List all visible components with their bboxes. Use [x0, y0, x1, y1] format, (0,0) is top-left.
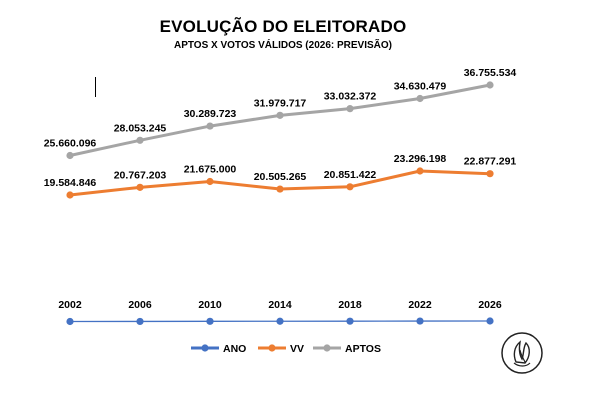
- year-label-2026: 2026: [478, 299, 502, 311]
- legend-marker-vv: [268, 344, 276, 352]
- data-labels: 19.584.846 20.767.203 21.675.000 20.505.265…: [44, 67, 517, 189]
- chart-title: EVOLUÇÃO DO ELEITORADO: [159, 17, 407, 36]
- point-aptos-2006: [136, 136, 144, 144]
- text-cursor: [95, 77, 96, 97]
- data-label-vv-2010: 21.675.000: [184, 163, 237, 175]
- legend-label-ano: ANO: [223, 343, 246, 355]
- legend-marker-ano: [201, 344, 209, 352]
- year-label-2018: 2018: [338, 299, 362, 311]
- point-aptos-2002: [66, 151, 74, 160]
- year-label-2022: 2022: [408, 299, 432, 311]
- data-label-aptos-2002: 25.660.096: [44, 138, 97, 150]
- point-vv-2018: [346, 183, 354, 191]
- point-ano-2002: [66, 317, 74, 326]
- series-line-aptos: [69, 83, 491, 157]
- year-labels: 2002 2006 2010 2014 2018 2022 2026: [58, 299, 502, 311]
- data-label-vv-2006: 20.767.203: [114, 169, 167, 181]
- point-vv-2022: [416, 167, 424, 175]
- data-label-vv-2022: 23.296.198: [394, 153, 447, 165]
- point-aptos-2022: [416, 94, 424, 103]
- series-lines: [69, 83, 491, 323]
- series-points: [66, 81, 494, 326]
- year-label-2002: 2002: [58, 299, 82, 311]
- data-label-vv-2014: 20.505.265: [254, 171, 307, 183]
- data-label-vv-2018: 20.851.422: [324, 169, 377, 181]
- point-vv-2006: [136, 183, 144, 191]
- point-aptos-2010: [206, 122, 214, 130]
- point-vv-2026: [486, 170, 494, 178]
- point-ano-2006: [136, 317, 144, 326]
- year-label-2014: 2014: [268, 299, 292, 311]
- data-label-aptos-2022: 34.630.479: [394, 81, 447, 93]
- data-label-aptos-2010: 30.289.723: [184, 108, 237, 120]
- point-ano-2014: [276, 317, 284, 325]
- data-label-aptos-2026: 36.755.534: [464, 67, 517, 79]
- data-label-aptos-2014: 31.979.717: [254, 97, 307, 109]
- point-ano-2010: [206, 317, 214, 325]
- legend-marker-aptos: [323, 344, 331, 352]
- year-label-2010: 2010: [198, 299, 222, 311]
- point-aptos-2026: [486, 81, 494, 89]
- data-label-aptos-2006: 28.053.245: [114, 122, 167, 134]
- legend-label-vv: VV: [290, 343, 304, 355]
- legend: ANO VV APTOS: [191, 343, 381, 355]
- point-aptos-2014: [276, 111, 284, 119]
- year-label-2006: 2006: [128, 299, 152, 311]
- point-ano-2022: [416, 317, 424, 325]
- point-ano-2018: [346, 317, 354, 325]
- data-label-vv-2026: 22.877.291: [464, 156, 517, 168]
- point-vv-2014: [276, 185, 284, 193]
- seal-logo-icon: [501, 332, 543, 374]
- data-label-aptos-2018: 33.032.372: [324, 91, 377, 103]
- point-ano-2026: [486, 317, 494, 325]
- chart-subtitle: APTOS X VOTOS VÁLIDOS (2026: PREVISÃO): [173, 40, 393, 51]
- point-aptos-2018: [346, 105, 354, 113]
- data-label-vv-2002: 19.584.846: [44, 177, 97, 189]
- point-vv-2002: [66, 191, 74, 199]
- point-vv-2010: [206, 177, 214, 186]
- legend-label-aptos: APTOS: [345, 343, 381, 355]
